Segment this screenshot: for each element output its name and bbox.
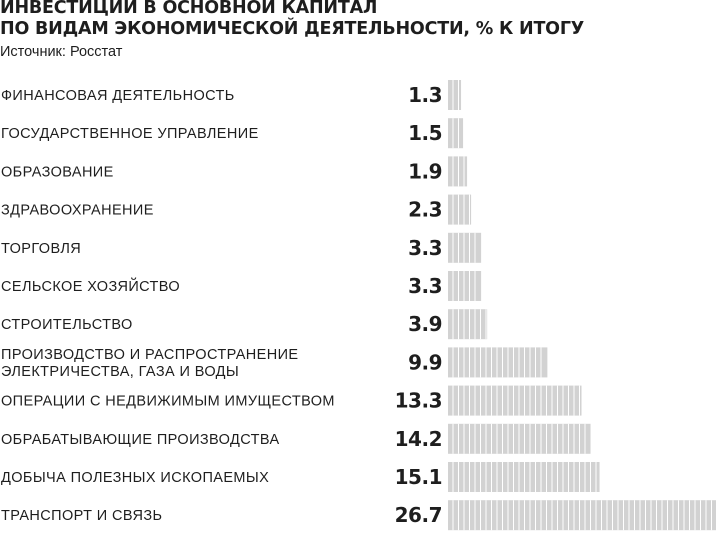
bar: [448, 232, 482, 263]
category-label: ЗДРАВООХРАНЕНИЕ: [1, 203, 154, 219]
category-label: ОБРАЗОВАНИЕ: [1, 164, 114, 180]
chart-source: Источник: Росстат: [0, 44, 123, 60]
bar-stripes: [452, 347, 542, 378]
category-label: ГОСУДАРСТВЕННОЕ УПРАВЛЕНИЕ: [1, 126, 259, 142]
value-label: 3.3: [408, 274, 442, 298]
value-label: 3.3: [408, 236, 442, 260]
bar-row: ОПЕРАЦИИ С НЕДВИЖИМЫМ ИМУЩЕСТВОМ 13.3: [1, 385, 582, 416]
value-label: 14.2: [395, 427, 442, 451]
chart-title-line-2: ПО ВИДАМ ЭКОНОМИЧЕСКОЙ ДЕЯТЕЛЬНОСТИ, % К…: [0, 19, 585, 39]
bar-row: ОБРАБАТЫВАЮЩИЕ ПРОИЗВОДСТВА 14.2: [1, 423, 591, 454]
category-label: СЕЛЬСКОЕ ХОЗЯЙСТВО: [1, 277, 180, 295]
bar-stripes: [452, 462, 597, 492]
bar-row: ПРОИЗВОДСТВО И РАСПРОСТРАНЕНИЕЭЛЕКТРИЧЕС…: [1, 347, 548, 380]
bar-stripes: [452, 500, 712, 531]
bar-stripes: [452, 232, 476, 263]
bar-row: ОБРАЗОВАНИЕ 1.9: [1, 156, 468, 187]
bar: [448, 80, 462, 110]
category-label: ТОРГОВЛЯ: [1, 241, 81, 257]
value-label: 1.3: [408, 83, 442, 107]
bar-row: ДОБЫЧА ПОЛЕЗНЫХ ИСКОПАЕМЫХ 15.1: [1, 462, 600, 492]
bar-row: СТРОИТЕЛЬСТВО 3.9: [1, 309, 488, 340]
bar: [448, 462, 600, 492]
value-label: 2.3: [408, 198, 442, 222]
category-label: ТРАНСПОРТ И СВЯЗЬ: [1, 508, 162, 524]
bar: [448, 271, 482, 301]
bar-stripes: [452, 156, 465, 187]
bar-stripes: [452, 194, 470, 225]
value-label: 15.1: [395, 465, 442, 489]
bar-row: ЗДРАВООХРАНЕНИЕ 2.3: [1, 194, 472, 225]
bar-row: ГОСУДАРСТВЕННОЕ УПРАВЛЕНИЕ 1.5: [1, 118, 464, 149]
value-label: 3.9: [408, 312, 442, 336]
value-label: 1.9: [408, 159, 442, 183]
chart-title: ИНВЕСТИЦИИ В ОСНОВНОЙ КАПИТАЛ ПО ВИДАМ Э…: [0, 0, 720, 40]
category-label: ОПЕРАЦИИ С НЕДВИЖИМЫМ ИМУЩЕСТВОМ: [1, 394, 335, 410]
bar: [448, 347, 548, 378]
value-label: 9.9: [408, 350, 442, 374]
bar: [448, 500, 716, 531]
category-label: ФИНАНСОВАЯ ДЕЯТЕЛЬНОСТЬ: [1, 88, 235, 104]
bar-row: ФИНАНСОВАЯ ДЕЯТЕЛЬНОСТЬ 1.3: [1, 80, 462, 110]
bar-stripes: [452, 385, 580, 416]
bar-stripes: [452, 80, 459, 110]
bar-stripes: [452, 423, 586, 454]
value-label: 26.7: [395, 503, 442, 527]
bar: [448, 385, 582, 416]
category-label: СТРОИТЕЛЬСТВО: [1, 317, 133, 333]
value-label: 1.5: [408, 121, 442, 145]
value-label: 13.3: [395, 389, 442, 413]
bar-row: ТРАНСПОРТ И СВЯЗЬ 26.7: [1, 500, 716, 531]
category-label: ПРОИЗВОДСТВО И РАСПРОСТРАНЕНИЕ: [1, 347, 299, 363]
bar-stripes: [452, 118, 459, 149]
bar-stripes: [452, 271, 476, 301]
category-label: ОБРАБАТЫВАЮЩИЕ ПРОИЗВОДСТВА: [1, 432, 280, 448]
category-label: ДОБЫЧА ПОЛЕЗНЫХ ИСКОПАЕМЫХ: [1, 470, 269, 486]
bar-row: ТОРГОВЛЯ 3.3: [1, 232, 482, 263]
bar: [448, 309, 488, 340]
bar-stripes: [452, 309, 487, 340]
chart-title-line-1: ИНВЕСТИЦИИ В ОСНОВНОЙ КАПИТАЛ: [0, 0, 378, 18]
bar: [448, 118, 464, 149]
category-label: ЭЛЕКТРИЧЕСТВА, ГАЗА И ВОДЫ: [1, 364, 239, 380]
bar: [448, 194, 472, 225]
bar-row: СЕЛЬСКОЕ ХОЗЯЙСТВО 3.3: [1, 271, 482, 301]
